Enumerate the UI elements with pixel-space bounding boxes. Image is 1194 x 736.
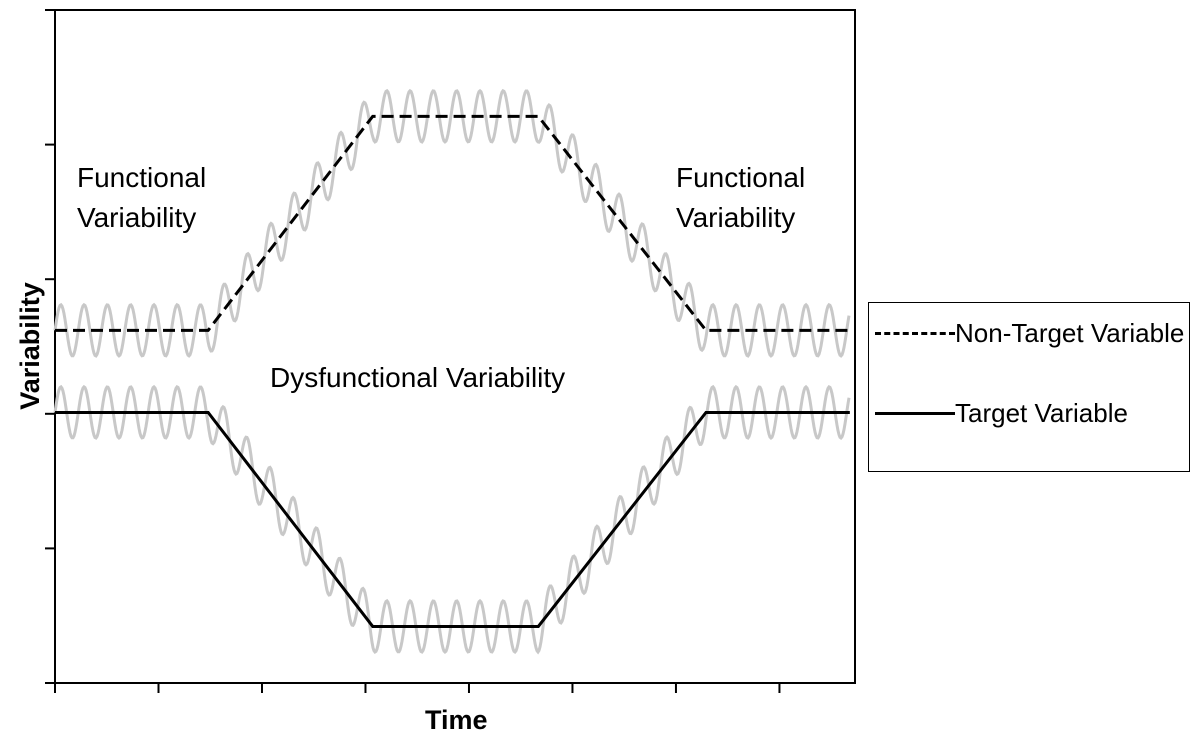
annotation: Functional Variability — [676, 162, 806, 233]
legend: Non-Target Variable Target Variable — [868, 302, 1190, 472]
legend-swatch — [875, 332, 955, 338]
oscillation — [53, 384, 851, 655]
oscillation — [53, 88, 851, 358]
y-axis-label: Variability — [15, 282, 45, 410]
series-line — [55, 114, 850, 332]
legend-label: Non-Target Variable — [955, 318, 1185, 348]
annotation: Dysfunctional Variability — [270, 362, 566, 393]
series-line — [55, 410, 850, 628]
x-axis-label: Time — [425, 705, 488, 735]
legend-swatch — [875, 412, 955, 418]
annotation: Functional Variability — [77, 162, 207, 233]
legend-label: Target Variable — [955, 398, 1128, 428]
plot-frame — [54, 9, 856, 684]
